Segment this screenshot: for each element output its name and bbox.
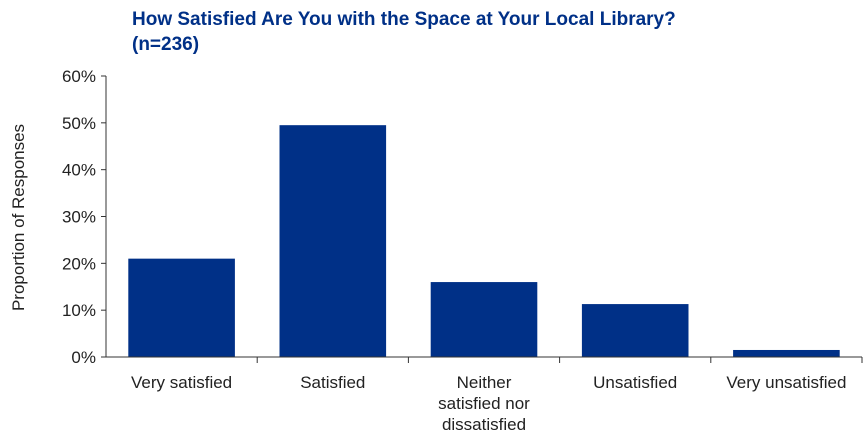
- category-label-line: Very satisfied: [131, 373, 232, 392]
- bar-4: [733, 349, 840, 357]
- bar-1: [279, 125, 387, 357]
- category-label-0: Very satisfied: [131, 373, 232, 392]
- category-label-line: Very unsatisfied: [726, 373, 846, 392]
- y-axis-ticks: 0% 10% 20% 30% 40% 50% 60%: [62, 67, 106, 367]
- y-tick-label: 40%: [62, 161, 96, 180]
- category-label-line: dissatisfied: [442, 415, 526, 434]
- category-label-3: Unsatisfied: [593, 373, 677, 392]
- y-tick-label: 10%: [62, 301, 96, 320]
- y-tick-label: 20%: [62, 254, 96, 273]
- bar-3: [581, 304, 689, 357]
- category-labels: Very satisfied Satisfied Neither satisfied …: [131, 373, 846, 434]
- category-label-line: Unsatisfied: [593, 373, 677, 392]
- x-axis-ticks: [256, 357, 863, 363]
- chart-title-line-1: (n=236): [132, 34, 199, 55]
- y-tick-label: 60%: [62, 67, 96, 86]
- bar-2: [430, 282, 538, 357]
- category-label-line: Satisfied: [300, 373, 365, 392]
- category-label-4: Very unsatisfied: [726, 373, 846, 392]
- y-axis-title: Proportion of Responses: [9, 124, 28, 311]
- category-label-2: Neither satisfied nor dissatisfied: [438, 373, 530, 434]
- category-label-line: Neither: [457, 373, 512, 392]
- category-label-line: satisfied nor: [438, 394, 530, 413]
- bar-0: [128, 258, 235, 357]
- y-tick-label: 0%: [71, 348, 96, 367]
- category-label-1: Satisfied: [300, 373, 365, 392]
- chart-title-line-0: How Satisfied Are You with the Space at …: [132, 9, 676, 30]
- y-tick-label: 30%: [62, 208, 96, 227]
- y-tick-label: 50%: [62, 114, 96, 133]
- bars: [128, 125, 840, 357]
- chart-title: How Satisfied Are You with the Space at …: [132, 9, 676, 55]
